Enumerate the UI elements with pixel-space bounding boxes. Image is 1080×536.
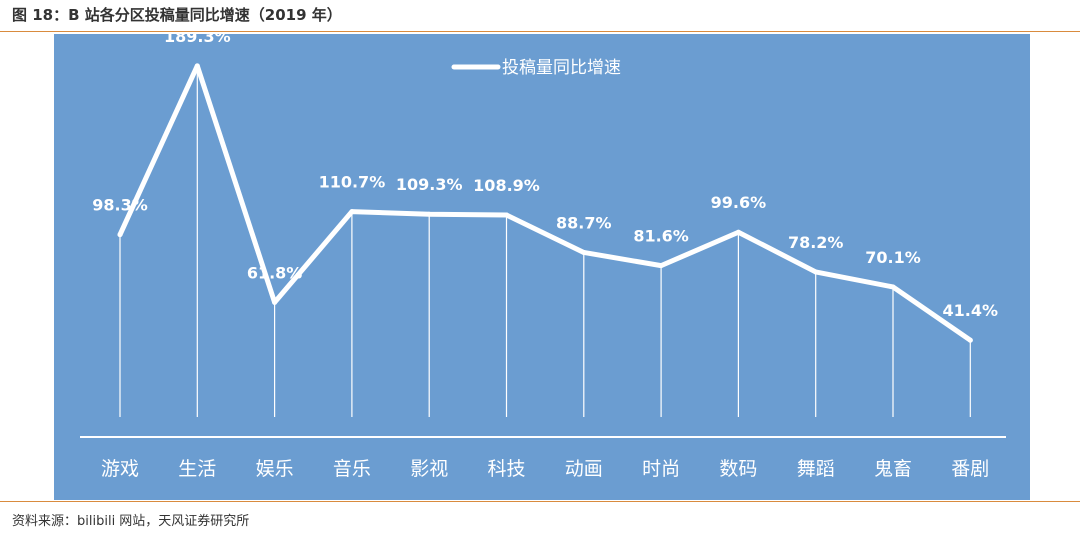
figure-title: 图 18：B 站各分区投稿量同比增速（2019 年）: [12, 6, 342, 24]
data-point: [194, 63, 200, 69]
x-tick-label: 影视: [410, 458, 448, 480]
x-tick-label: 游戏: [101, 458, 139, 480]
data-label: 108.9%: [473, 176, 540, 195]
line-chart: 98.3% 189.3% 61.8% 110.7% 109.3% 108.9% 88.7% 8…: [80, 34, 1006, 480]
data-label: 41.4%: [943, 301, 999, 320]
data-point: [504, 212, 509, 218]
data-point: [813, 269, 819, 275]
data-label: 81.6%: [633, 227, 689, 246]
x-tick-label: 动画: [565, 458, 603, 480]
data-label: 110.7%: [319, 173, 386, 192]
x-tick-label: 时尚: [642, 458, 680, 480]
series-line: [117, 63, 973, 343]
data-label: 99.6%: [711, 193, 767, 212]
data-label: 70.1%: [865, 248, 921, 267]
data-label: 189.3%: [164, 34, 231, 46]
data-label: 88.7%: [556, 213, 612, 232]
bottom-rule: [0, 501, 1080, 502]
x-tick-label: 鬼畜: [874, 458, 912, 480]
data-point: [658, 263, 664, 269]
x-tick-label: 番剧: [951, 458, 989, 480]
data-point: [581, 249, 587, 255]
top-rule: [0, 31, 1080, 32]
data-point: [890, 284, 896, 290]
data-label: 109.3%: [396, 175, 463, 194]
data-point: [349, 209, 355, 215]
legend-label: 投稿量同比增速: [502, 58, 621, 78]
x-tick-label: 舞蹈: [797, 458, 835, 480]
x-tick-label: 音乐: [333, 458, 371, 480]
data-point: [735, 229, 741, 235]
chart-panel: 98.3% 189.3% 61.8% 110.7% 109.3% 108.9% 88.7% 8…: [54, 34, 1030, 500]
data-point: [426, 211, 432, 217]
source-note: 资料来源：bilibili 网站，天风证券研究所: [12, 514, 250, 529]
x-tick-label: 数码: [719, 458, 757, 480]
data-point: [117, 232, 123, 238]
data-label: 61.8%: [247, 263, 303, 282]
x-tick-label: 科技: [487, 458, 525, 480]
x-tick-label: 生活: [178, 458, 216, 480]
data-point: [272, 299, 278, 305]
x-tick-label: 娱乐: [256, 458, 294, 480]
data-label: 98.3%: [92, 196, 148, 215]
data-point: [967, 337, 973, 343]
data-label: 78.2%: [788, 233, 844, 252]
